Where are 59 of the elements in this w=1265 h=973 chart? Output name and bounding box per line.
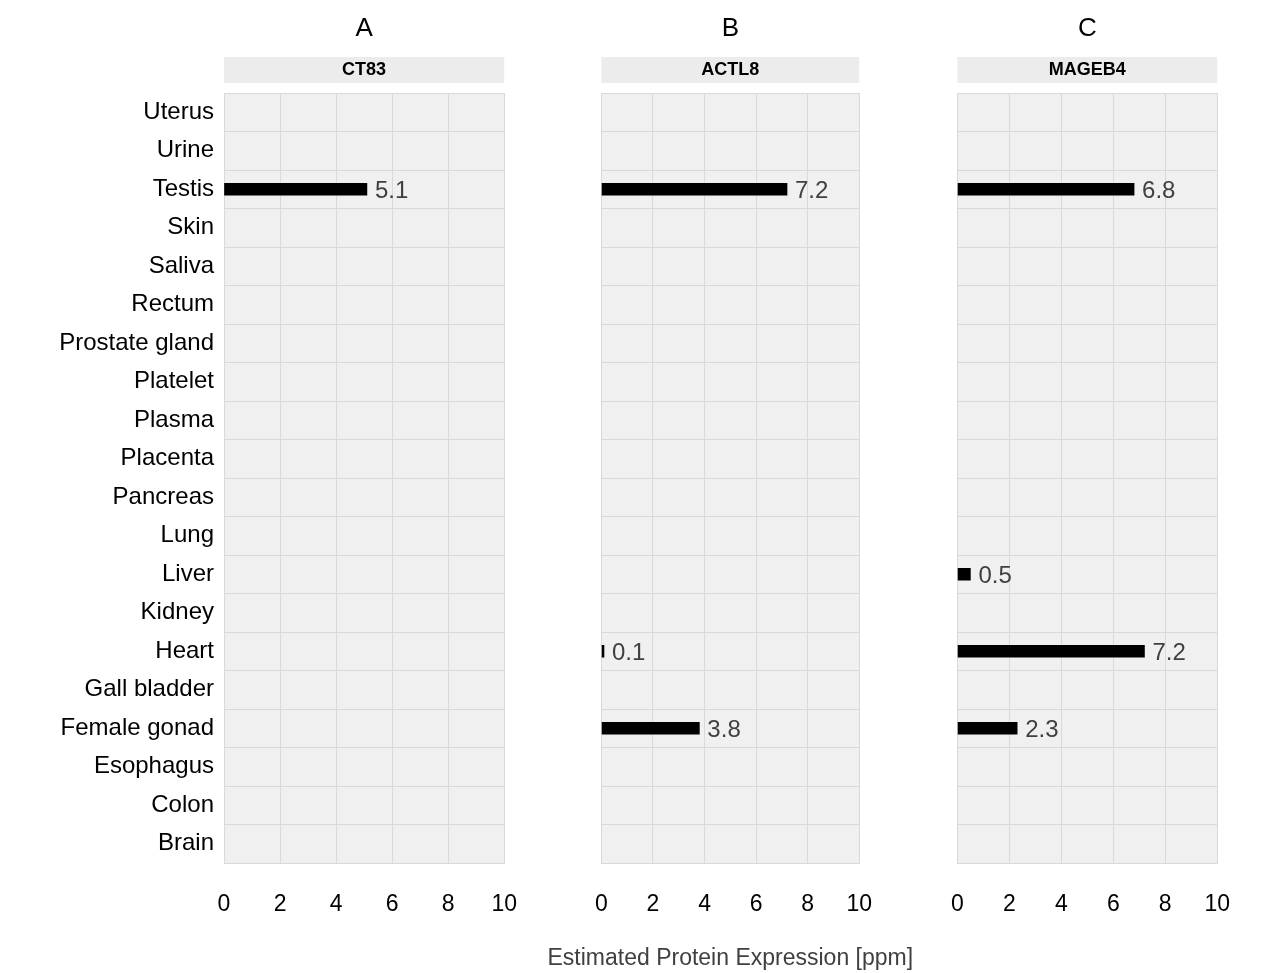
chart-subtitle: MAGEB4 [1048, 58, 1126, 79]
y-tick-label: Skin [167, 212, 214, 240]
x-tick-label: 0 [217, 890, 231, 917]
x-tick-label: 6 [1106, 890, 1120, 917]
y-tick-label: Plasma [133, 404, 215, 432]
y-tick-label: Kidney [140, 597, 214, 625]
chart-title: B [721, 12, 739, 43]
y-tick-label: Gall bladder [84, 674, 214, 702]
x-tick-label: 10 [846, 890, 873, 917]
data-label: 0.5 [978, 560, 1012, 588]
chart-title: A [355, 12, 374, 43]
y-tick-label: Heart [155, 635, 215, 663]
y-tick-label: Placenta [120, 443, 215, 471]
y-tick-label: Female gonad [60, 712, 214, 740]
y-tick-label: Brain [157, 828, 214, 856]
y-tick-label: Liver [161, 558, 214, 586]
y-tick-label: Prostate gland [59, 327, 214, 355]
y-tick-label: Urine [156, 135, 214, 163]
data-label: 5.1 [374, 175, 409, 203]
y-tick-label: Pancreas [112, 481, 214, 509]
x-tick-label: 8 [441, 890, 455, 917]
bar [957, 182, 1135, 196]
x-tick-label: 0 [595, 890, 608, 917]
x-axis-title: Estimated Protein Expression [ppm] [546, 943, 915, 971]
x-tick-label: 4 [698, 890, 712, 917]
x-tick-label: 4 [1054, 890, 1068, 917]
x-tick-label: 8 [1158, 890, 1172, 917]
y-tick-label: Uterus [143, 96, 214, 124]
data-label: 6.8 [1142, 175, 1176, 203]
x-tick-label: 8 [801, 890, 815, 917]
y-tick-label: Lung [160, 520, 214, 548]
bar [601, 182, 788, 196]
y-tick-label: Platelet [133, 366, 215, 394]
x-tick-label: 2 [1002, 890, 1016, 917]
data-label: 0.1 [611, 637, 646, 665]
data-label: 3.8 [707, 714, 741, 742]
y-tick-label: Saliva [148, 250, 215, 278]
bar [957, 567, 971, 581]
x-tick-label: 2 [273, 890, 287, 917]
x-tick-label: 6 [385, 890, 399, 917]
x-tick-label: 4 [329, 890, 343, 917]
y-tick-label: Colon [151, 789, 214, 817]
bar [601, 721, 700, 735]
x-tick-label: 10 [491, 890, 518, 917]
data-label: 2.3 [1025, 714, 1059, 742]
x-tick-label: 0 [951, 890, 964, 917]
data-label: 7.2 [1152, 637, 1186, 665]
chart-subtitle: CT83 [342, 58, 387, 79]
bar [957, 721, 1018, 735]
chart-title: C [1077, 12, 1097, 43]
y-tick-label: Esophagus [93, 751, 214, 779]
x-tick-label: 6 [749, 890, 763, 917]
x-tick-label: 10 [1204, 890, 1231, 917]
bar [957, 644, 1145, 658]
y-tick-label: Testis [152, 173, 214, 201]
data-label: 7.2 [795, 175, 829, 203]
y-tick-label: Rectum [131, 289, 214, 317]
x-tick-label: 2 [646, 890, 660, 917]
chart-subtitle: ACTL8 [701, 58, 760, 79]
